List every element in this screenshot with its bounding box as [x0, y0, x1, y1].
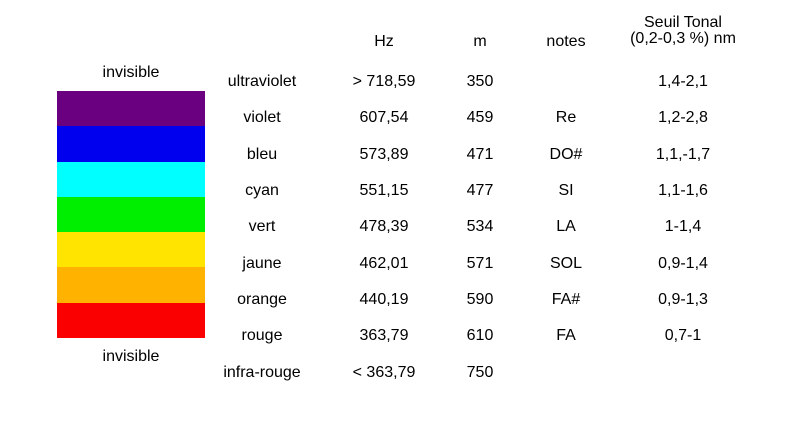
- column-header-seuil-line1: Seuil Tonal: [644, 14, 722, 31]
- column-header-hz: Hz: [374, 33, 394, 50]
- hz-value: 551,15: [359, 182, 409, 199]
- hz-value: > 718,59: [352, 73, 416, 90]
- seuil-value: 1,4-2,1: [658, 73, 708, 90]
- seuil-value: 0,7-1: [664, 327, 702, 344]
- row-label: vert: [248, 218, 276, 235]
- table-row-vert: vert 478,39 534 LA 1-1,4: [0, 216, 800, 238]
- hz-value: 478,39: [359, 218, 409, 235]
- table-row-bleu: bleu 573,89 471 DO# 1,1,-1,7: [0, 144, 800, 166]
- row-label: jaune: [242, 255, 282, 272]
- color-band-vert: [57, 196, 205, 233]
- color-spectrum-strip: [57, 91, 205, 338]
- column-header-m: m: [473, 33, 487, 50]
- table-row-jaune: jaune 462,01 571 SOL 0,9-1,4: [0, 253, 800, 275]
- note-value: Re: [555, 109, 577, 126]
- row-label: infra-rouge: [223, 364, 301, 381]
- color-band-bleu: [57, 126, 205, 162]
- color-band-orange: [57, 267, 205, 303]
- m-value: 477: [466, 182, 494, 199]
- m-value: 571: [466, 255, 494, 272]
- table-row-rouge: rouge 363,79 610 FA 0,7-1: [0, 325, 800, 347]
- m-value: 459: [466, 109, 494, 126]
- row-label: violet: [243, 109, 281, 126]
- note-value: DO#: [549, 146, 583, 163]
- seuil-value: 1,1-1,6: [658, 182, 708, 199]
- m-value: 350: [466, 73, 494, 90]
- row-label: bleu: [246, 146, 278, 163]
- seuil-value: 1,2-2,8: [658, 109, 708, 126]
- note-value: FA#: [551, 291, 581, 308]
- table-row-cyan: cyan 551,15 477 SI 1,1-1,6: [0, 180, 800, 202]
- table-row-violet: violet 607,54 459 Re 1,2-2,8: [0, 107, 800, 129]
- m-value: 590: [466, 291, 494, 308]
- seuil-value: 1,1,-1,7: [655, 146, 711, 163]
- color-band-rouge: [57, 302, 205, 338]
- m-value: 610: [466, 327, 494, 344]
- note-value: SOL: [549, 255, 583, 272]
- color-band-violet: [57, 91, 205, 127]
- m-value: 750: [466, 364, 494, 381]
- hz-value: 363,79: [359, 327, 409, 344]
- m-value: 534: [466, 218, 494, 235]
- invisible-label-bottom: invisible: [102, 348, 160, 365]
- table-row-infra-rouge: infra-rouge < 363,79 750: [0, 362, 800, 384]
- hz-value: 607,54: [359, 109, 409, 126]
- column-header-seuil-line2: (0,2-0,3 %) nm: [630, 30, 736, 47]
- note-value: LA: [556, 218, 576, 235]
- m-value: 471: [466, 146, 494, 163]
- row-label: cyan: [245, 182, 279, 199]
- table-row-orange: orange 440,19 590 FA# 0,9-1,3: [0, 289, 800, 311]
- row-label: ultraviolet: [227, 73, 297, 90]
- hz-value: 440,19: [359, 291, 409, 308]
- note-value: SI: [558, 182, 574, 199]
- color-band-cyan: [57, 161, 205, 197]
- hz-value: 462,01: [359, 255, 409, 272]
- hz-value: 573,89: [359, 146, 409, 163]
- hz-value: < 363,79: [352, 364, 416, 381]
- note-value: FA: [556, 327, 576, 344]
- invisible-label-top: invisible: [102, 64, 160, 81]
- row-label: rouge: [241, 327, 283, 344]
- color-band-jaune: [57, 232, 205, 268]
- row-label: orange: [237, 291, 287, 308]
- column-header-notes: notes: [546, 33, 586, 50]
- column-header-seuil: Seuil Tonal (0,2-0,3 %) nm: [630, 15, 736, 47]
- table-row-ultraviolet: ultraviolet > 718,59 350 1,4-2,1: [0, 71, 800, 93]
- seuil-value: 0,9-1,3: [658, 291, 708, 308]
- seuil-value: 1-1,4: [664, 218, 702, 235]
- seuil-value: 0,9-1,4: [658, 255, 708, 272]
